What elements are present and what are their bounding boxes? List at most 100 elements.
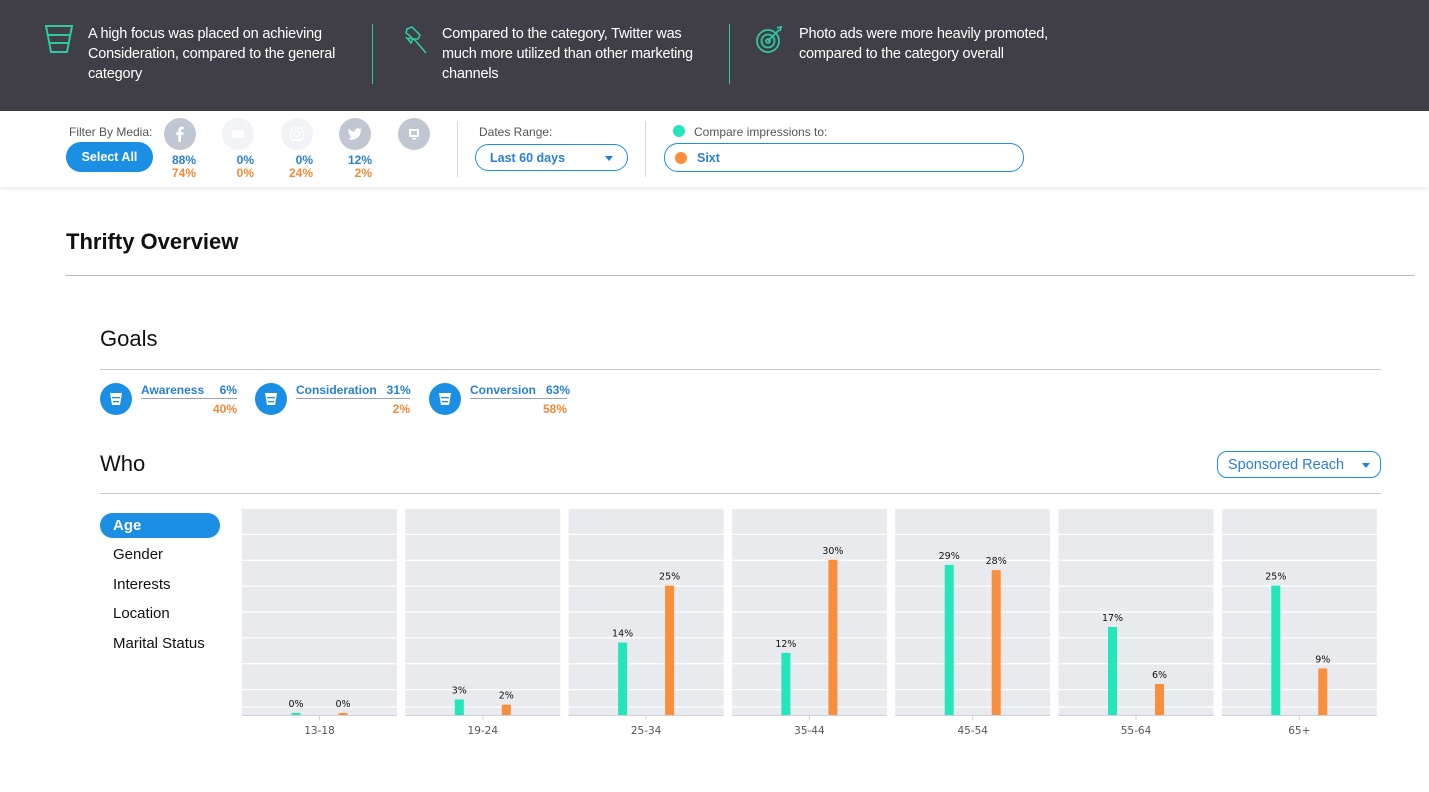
goal-compare-value: 40% bbox=[212, 402, 237, 416]
chart-panel bbox=[731, 508, 887, 715]
chart-panel bbox=[895, 508, 1051, 715]
goal-conversion[interactable]: Conversion 63% 58% bbox=[429, 383, 570, 416]
media-filter-facebook[interactable] bbox=[164, 118, 196, 150]
goal-consideration[interactable]: Consideration 31% 2% bbox=[255, 383, 411, 416]
media-filter-instagram[interactable] bbox=[281, 118, 313, 150]
insight-2: Compared to the category, Twitter was mu… bbox=[398, 24, 712, 84]
data-label: 9% bbox=[1315, 654, 1330, 665]
pushpin-icon bbox=[398, 24, 432, 58]
data-label: 0% bbox=[335, 699, 350, 710]
data-label: 25% bbox=[1265, 572, 1286, 583]
divider bbox=[100, 493, 1381, 494]
twitter-icon bbox=[347, 128, 362, 140]
x-tick-label: 19-24 bbox=[468, 725, 499, 737]
chart-panel bbox=[568, 508, 724, 715]
divider bbox=[729, 24, 730, 84]
goal-compare-value: 2% bbox=[392, 402, 410, 416]
caret-down-icon bbox=[1362, 463, 1370, 468]
monitor-icon bbox=[409, 129, 419, 140]
divider bbox=[65, 275, 1415, 276]
goal-awareness[interactable]: Awareness 6% 40% bbox=[100, 383, 237, 416]
caret-down-icon bbox=[605, 156, 613, 161]
select-all-button[interactable]: Select All bbox=[66, 142, 153, 172]
dates-range-value: Last 60 days bbox=[490, 150, 566, 165]
goal-label[interactable]: Conversion bbox=[470, 383, 537, 397]
chart-panel bbox=[405, 508, 561, 715]
bar-primary bbox=[781, 652, 791, 715]
metric-value: Sponsored Reach bbox=[1228, 456, 1345, 473]
x-tick-label: 35-44 bbox=[794, 725, 825, 737]
x-tick-label: 55-64 bbox=[1121, 725, 1152, 737]
x-tick-label: 45-54 bbox=[957, 725, 988, 737]
instagram-icon bbox=[290, 127, 304, 141]
goal-primary-value: 6% bbox=[219, 383, 237, 397]
filter-label: Filter By Media: bbox=[69, 125, 153, 139]
funnel-icon bbox=[429, 383, 461, 415]
chart-panel bbox=[242, 508, 397, 715]
data-label: 0% bbox=[288, 699, 303, 710]
bar-primary bbox=[454, 699, 464, 715]
bar-compare bbox=[1318, 668, 1328, 715]
media-filter-twitter[interactable] bbox=[339, 118, 371, 150]
insight-text: A high focus was placed on achieving Con… bbox=[88, 26, 336, 82]
goal-label[interactable]: Consideration bbox=[296, 383, 377, 397]
youtube-icon bbox=[232, 130, 244, 138]
media-primary-facebook: 88% bbox=[171, 153, 196, 167]
media-primary-youtube: 0% bbox=[236, 153, 254, 167]
who-tabs: Age Gender Interests Location Marital St… bbox=[100, 513, 220, 660]
bar-compare bbox=[828, 559, 838, 715]
dates-range-label: Dates Range: bbox=[479, 125, 553, 139]
insights-banner: A high focus was placed on achieving Con… bbox=[0, 0, 1429, 111]
bar-primary bbox=[1271, 585, 1281, 715]
dates-range-dropdown[interactable]: Last 60 days bbox=[475, 144, 628, 171]
target-icon bbox=[755, 24, 789, 58]
media-primary-twitter: 12% bbox=[347, 153, 372, 167]
divider bbox=[645, 121, 646, 177]
bar-primary bbox=[618, 642, 628, 715]
goal-compare-value: 58% bbox=[542, 402, 567, 416]
chart-panel bbox=[1221, 508, 1377, 715]
bar-primary bbox=[944, 564, 954, 715]
media-filter-youtube[interactable] bbox=[222, 118, 254, 150]
page-title: Thrifty Overview bbox=[66, 229, 239, 254]
bar-compare bbox=[501, 704, 511, 715]
insight-3: Photo ads were more heavily promoted, co… bbox=[755, 24, 1079, 64]
tab-interests[interactable]: Interests bbox=[113, 575, 171, 593]
compare-input[interactable]: Sixt bbox=[664, 143, 1024, 172]
goal-primary-value: 31% bbox=[386, 383, 411, 397]
data-label: 30% bbox=[822, 546, 843, 557]
data-label: 3% bbox=[452, 685, 467, 696]
tab-marital-status[interactable]: Marital Status bbox=[113, 634, 205, 652]
data-label: 28% bbox=[986, 556, 1007, 567]
bar-compare bbox=[991, 570, 1001, 715]
facebook-icon bbox=[176, 126, 184, 142]
funnel-icon bbox=[100, 383, 132, 415]
tab-gender[interactable]: Gender bbox=[113, 546, 164, 563]
insight-1: A high focus was placed on achieving Con… bbox=[44, 24, 353, 84]
divider bbox=[457, 121, 458, 177]
metric-dropdown[interactable]: Sponsored Reach bbox=[1217, 451, 1381, 478]
tab-age[interactable]: Age bbox=[100, 513, 220, 538]
media-filter-display[interactable] bbox=[398, 118, 430, 150]
media-compare-youtube: 0% bbox=[236, 166, 254, 180]
x-tick-label: 13-18 bbox=[304, 725, 335, 737]
compare-value: Sixt bbox=[697, 150, 720, 165]
bar-compare bbox=[665, 585, 675, 715]
media-compare-instagram: 24% bbox=[288, 166, 313, 180]
funnel-icon bbox=[44, 24, 78, 58]
insight-text: Compared to the category, Twitter was mu… bbox=[442, 26, 693, 82]
media-compare-facebook: 74% bbox=[171, 166, 196, 180]
compare-label: Compare impressions to: bbox=[694, 125, 828, 139]
data-label: 12% bbox=[775, 639, 796, 650]
funnel-icon bbox=[255, 383, 287, 415]
goal-label[interactable]: Awareness bbox=[141, 383, 205, 397]
bar-primary bbox=[291, 713, 301, 715]
data-label: 6% bbox=[1152, 670, 1167, 681]
media-compare-twitter: 2% bbox=[354, 166, 372, 180]
bar-compare bbox=[1155, 683, 1164, 715]
x-tick-label: 25-34 bbox=[631, 725, 662, 737]
tab-location[interactable]: Location bbox=[113, 605, 170, 622]
compare-legend-dot bbox=[675, 152, 687, 164]
data-label: 2% bbox=[499, 691, 514, 702]
chart-panel bbox=[1058, 508, 1214, 715]
